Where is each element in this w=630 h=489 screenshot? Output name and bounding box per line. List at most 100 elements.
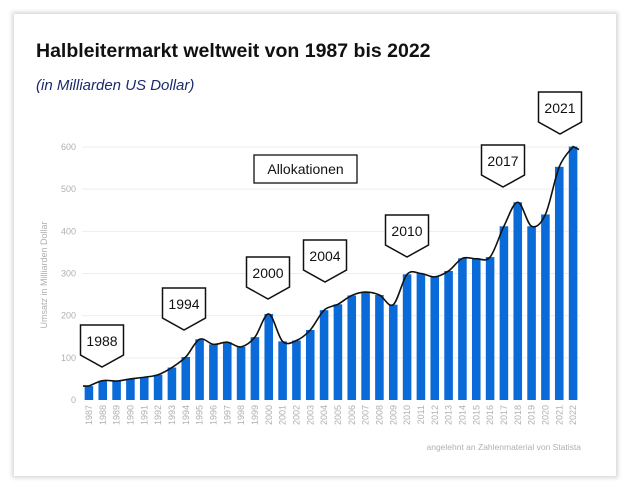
x-tick-label: 1991: [139, 405, 149, 425]
trend-curve: [82, 145, 580, 387]
bar-2001: [278, 341, 287, 400]
x-tick-label: 2017: [499, 405, 509, 425]
bar-2008: [375, 295, 384, 400]
bar-1995: [195, 339, 204, 400]
callout-label: 2010: [391, 223, 422, 239]
chart-subtitle: (in Milliarden US Dollar): [36, 77, 195, 94]
bar-1987: [84, 386, 94, 400]
bar-2017: [499, 226, 509, 400]
bar-2019: [527, 226, 536, 400]
y-axis-label: Umsatz in Milliarden Dollar: [39, 221, 49, 328]
bar-2003: [305, 330, 315, 400]
allokationen-label: Allokationen: [267, 161, 343, 177]
x-tick-label: 2012: [430, 405, 440, 425]
callout-1994: [161, 287, 207, 331]
x-tick-label: 2019: [527, 405, 537, 425]
callout-label: 2004: [309, 248, 340, 264]
bar-2013: [444, 270, 453, 400]
x-tick-label: 2018: [513, 405, 523, 425]
bar-2021: [554, 166, 564, 400]
source-note: angelehnt an Zahlenmaterial von Statista: [426, 442, 581, 452]
x-tick-label: 1992: [153, 405, 163, 425]
allokationen-box: [253, 154, 358, 184]
bar-2014: [458, 258, 467, 400]
bar-1989: [112, 381, 121, 400]
bar-2005: [333, 304, 343, 400]
x-tick-label: 1995: [195, 405, 205, 425]
x-tick-label: 2010: [402, 405, 412, 425]
bar-2012: [430, 276, 440, 400]
bar-2022: [568, 146, 578, 400]
bar-2007: [361, 292, 370, 400]
bar-1999: [250, 337, 260, 400]
bar-1990: [126, 378, 135, 400]
bar-2011: [416, 273, 426, 400]
x-tick-label: 1997: [222, 405, 232, 425]
callout-2004: [302, 239, 348, 283]
x-tick-label: 1999: [250, 405, 260, 425]
bar-2002: [292, 340, 301, 400]
callout-label: 1988: [86, 333, 117, 349]
x-tick-label: 2000: [264, 405, 274, 425]
bar-1992: [153, 374, 163, 400]
bar-1994: [181, 356, 191, 400]
bar-1996: [209, 344, 218, 400]
y-tick-label: 500: [61, 184, 76, 194]
bar-2004: [319, 310, 329, 400]
y-tick-label: 600: [61, 142, 76, 152]
x-tick-label: 1988: [98, 405, 108, 425]
bar-1993: [167, 367, 177, 400]
x-tick-label: 2005: [333, 405, 343, 425]
x-tick-label: 1998: [236, 405, 246, 425]
bar-2020: [541, 214, 550, 400]
y-tick-label: 400: [61, 226, 76, 236]
x-tick-label: 2020: [540, 405, 550, 425]
x-tick-label: 1987: [84, 405, 94, 425]
x-tick-label: 1994: [181, 405, 191, 425]
callout-2000: [245, 256, 291, 300]
x-tick-label: 1989: [112, 405, 122, 425]
bar-1991: [139, 377, 149, 400]
y-tick-label: 0: [71, 395, 76, 405]
x-tick-label: 2001: [278, 405, 288, 425]
bar-2010: [402, 274, 412, 400]
x-tick-label: 2022: [568, 405, 578, 425]
callout-label: 2021: [544, 100, 575, 116]
x-tick-label: 2015: [471, 405, 481, 425]
callout-2010: [384, 214, 430, 258]
callout-label: 1994: [168, 296, 199, 312]
callout-1988: [79, 324, 125, 368]
x-tick-label: 2007: [361, 405, 371, 425]
y-tick-label: 300: [61, 269, 76, 279]
y-tick-label: 200: [61, 311, 76, 321]
x-tick-label: 2021: [554, 405, 564, 425]
bar-1988: [98, 380, 108, 400]
y-tick-label: 100: [61, 353, 76, 363]
x-tick-label: 1996: [208, 405, 218, 425]
x-tick-label: 2009: [388, 405, 398, 425]
bar-2016: [485, 257, 495, 400]
x-tick-label: 2016: [485, 405, 495, 425]
x-tick-label: 1993: [167, 405, 177, 425]
x-tick-label: 2008: [374, 405, 384, 425]
x-tick-label: 2013: [444, 405, 454, 425]
bar-2009: [388, 304, 398, 400]
callout-2021: [537, 91, 583, 135]
bar-1997: [222, 342, 232, 400]
callout-label: 2000: [252, 265, 283, 281]
x-tick-label: 2003: [305, 405, 315, 425]
bar-2015: [471, 258, 481, 400]
x-tick-label: 2011: [416, 405, 426, 424]
x-tick-label: 2002: [291, 405, 301, 425]
x-tick-label: 2004: [319, 405, 329, 425]
callout-2017: [480, 144, 526, 188]
bar-1998: [236, 346, 246, 400]
x-tick-label: 2014: [457, 405, 467, 425]
bar-2018: [513, 202, 523, 400]
callout-label: 2017: [487, 153, 518, 169]
x-tick-label: 2006: [347, 405, 357, 425]
x-tick-label: 1990: [125, 405, 135, 425]
bar-2006: [347, 295, 357, 400]
bar-2000: [264, 313, 274, 400]
